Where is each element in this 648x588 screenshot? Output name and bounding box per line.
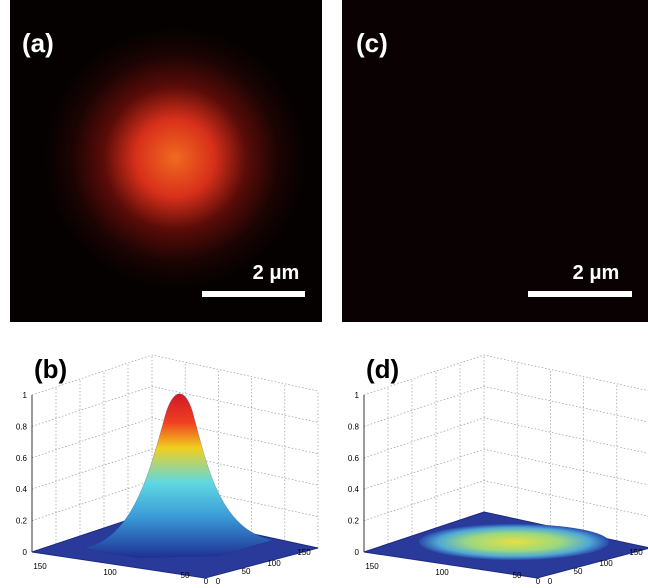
x-tick-label: 150 xyxy=(365,562,379,571)
scale-bar xyxy=(528,291,632,297)
z-tick-label: 0 xyxy=(23,548,28,557)
surface-peak xyxy=(82,393,274,559)
x-tick-label: 100 xyxy=(435,568,449,577)
z-tick-label: 0.4 xyxy=(348,485,360,494)
axis-box xyxy=(31,354,319,553)
x-tick-label: 0 xyxy=(536,577,541,586)
z-tick-label: 0.6 xyxy=(16,454,28,463)
image-c xyxy=(342,0,648,322)
image-a xyxy=(10,0,322,322)
y-tick-label: 100 xyxy=(599,559,613,568)
x-tick-label: 50 xyxy=(181,571,190,580)
axis-box xyxy=(363,354,648,553)
grid-line xyxy=(363,386,648,427)
y-tick-label: 50 xyxy=(242,567,251,576)
grid-line xyxy=(31,417,319,459)
z-tick-label: 0.4 xyxy=(16,485,28,494)
z-tick-label: 0.8 xyxy=(348,422,360,431)
scale-bar xyxy=(202,291,305,297)
panel-label: (b) xyxy=(34,354,67,384)
panel-label: (a) xyxy=(22,28,54,58)
grid-line xyxy=(363,480,648,521)
y-tick-label: 50 xyxy=(574,567,583,576)
z-tick-label: 0.8 xyxy=(16,422,28,431)
x-tick-label: 150 xyxy=(33,562,47,571)
z-tick-label: 1 xyxy=(355,391,360,400)
x-tick-label: 100 xyxy=(103,568,117,577)
grid-line xyxy=(31,386,319,427)
z-tick-label: 0 xyxy=(355,548,360,557)
z-tick-label: 0.2 xyxy=(348,517,360,526)
z-tick-label: 0.2 xyxy=(16,517,28,526)
surface-blob xyxy=(419,524,609,560)
scale-bar-text: 2 μm xyxy=(253,262,300,284)
grid-line xyxy=(31,448,319,490)
panel-label: (c) xyxy=(356,28,388,58)
panel-label: (d) xyxy=(366,354,399,384)
grid-line xyxy=(363,448,648,490)
scale-bar-text: 2 μm xyxy=(573,262,620,284)
x-tick-label: 50 xyxy=(513,571,522,580)
z-tick-label: 0.6 xyxy=(348,454,360,463)
y-tick-label: 150 xyxy=(629,548,643,557)
y-tick-label: 150 xyxy=(297,548,311,557)
grid-line xyxy=(363,417,648,459)
x-tick-label: 0 xyxy=(204,577,209,586)
y-tick-label: 0 xyxy=(216,577,221,586)
y-tick-label: 0 xyxy=(548,577,553,586)
z-tick-label: 1 xyxy=(23,391,28,400)
y-tick-label: 100 xyxy=(267,559,281,568)
